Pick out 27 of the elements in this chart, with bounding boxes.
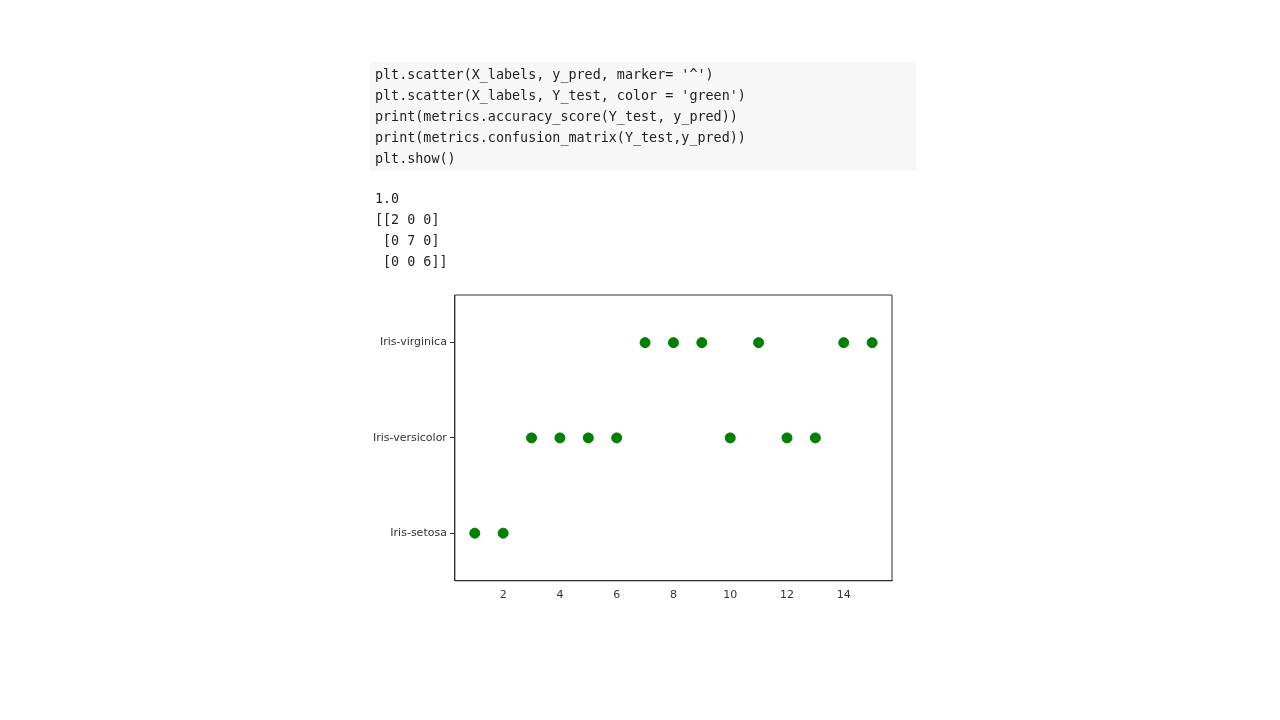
point [554, 432, 566, 444]
point [866, 337, 878, 349]
point [724, 432, 736, 444]
point [582, 432, 594, 444]
y-tick-label: Iris-virginica [379, 335, 447, 349]
point [639, 337, 651, 349]
text: plt.scatter(X_labels, y_pred, marker= '^') plt.scatter(X_labels, Y_test, color = 'green') print(metrics.accuracy_score(Y_test, y_pred)) print(metrics.confusion_matrix(Y_test,y_pred)) plt.show() [370, 62, 916, 171]
point [526, 432, 538, 444]
point [696, 337, 708, 349]
x-tick-label: 2 [499, 588, 507, 602]
point [781, 432, 793, 444]
x-tick-label: 4 [556, 588, 564, 602]
y-tick-label: Iris-setosa [390, 526, 447, 540]
x-tick-label: 6 [613, 588, 621, 602]
text: 1.0 [[2 0 0] [0 7 0] [0 0 6]] [374, 190, 449, 271]
point [753, 337, 765, 349]
point [809, 432, 821, 444]
x-tick-label: 14 [836, 588, 851, 602]
x-tick-label: 12 [779, 588, 794, 602]
point [469, 527, 481, 539]
y-tick-label: Iris-versicolor [372, 430, 448, 444]
point [838, 337, 850, 349]
point [497, 527, 509, 539]
x-tick-label: 8 [669, 588, 677, 602]
point [667, 337, 679, 349]
x-tick-label: 10 [723, 588, 738, 602]
point [611, 432, 623, 444]
